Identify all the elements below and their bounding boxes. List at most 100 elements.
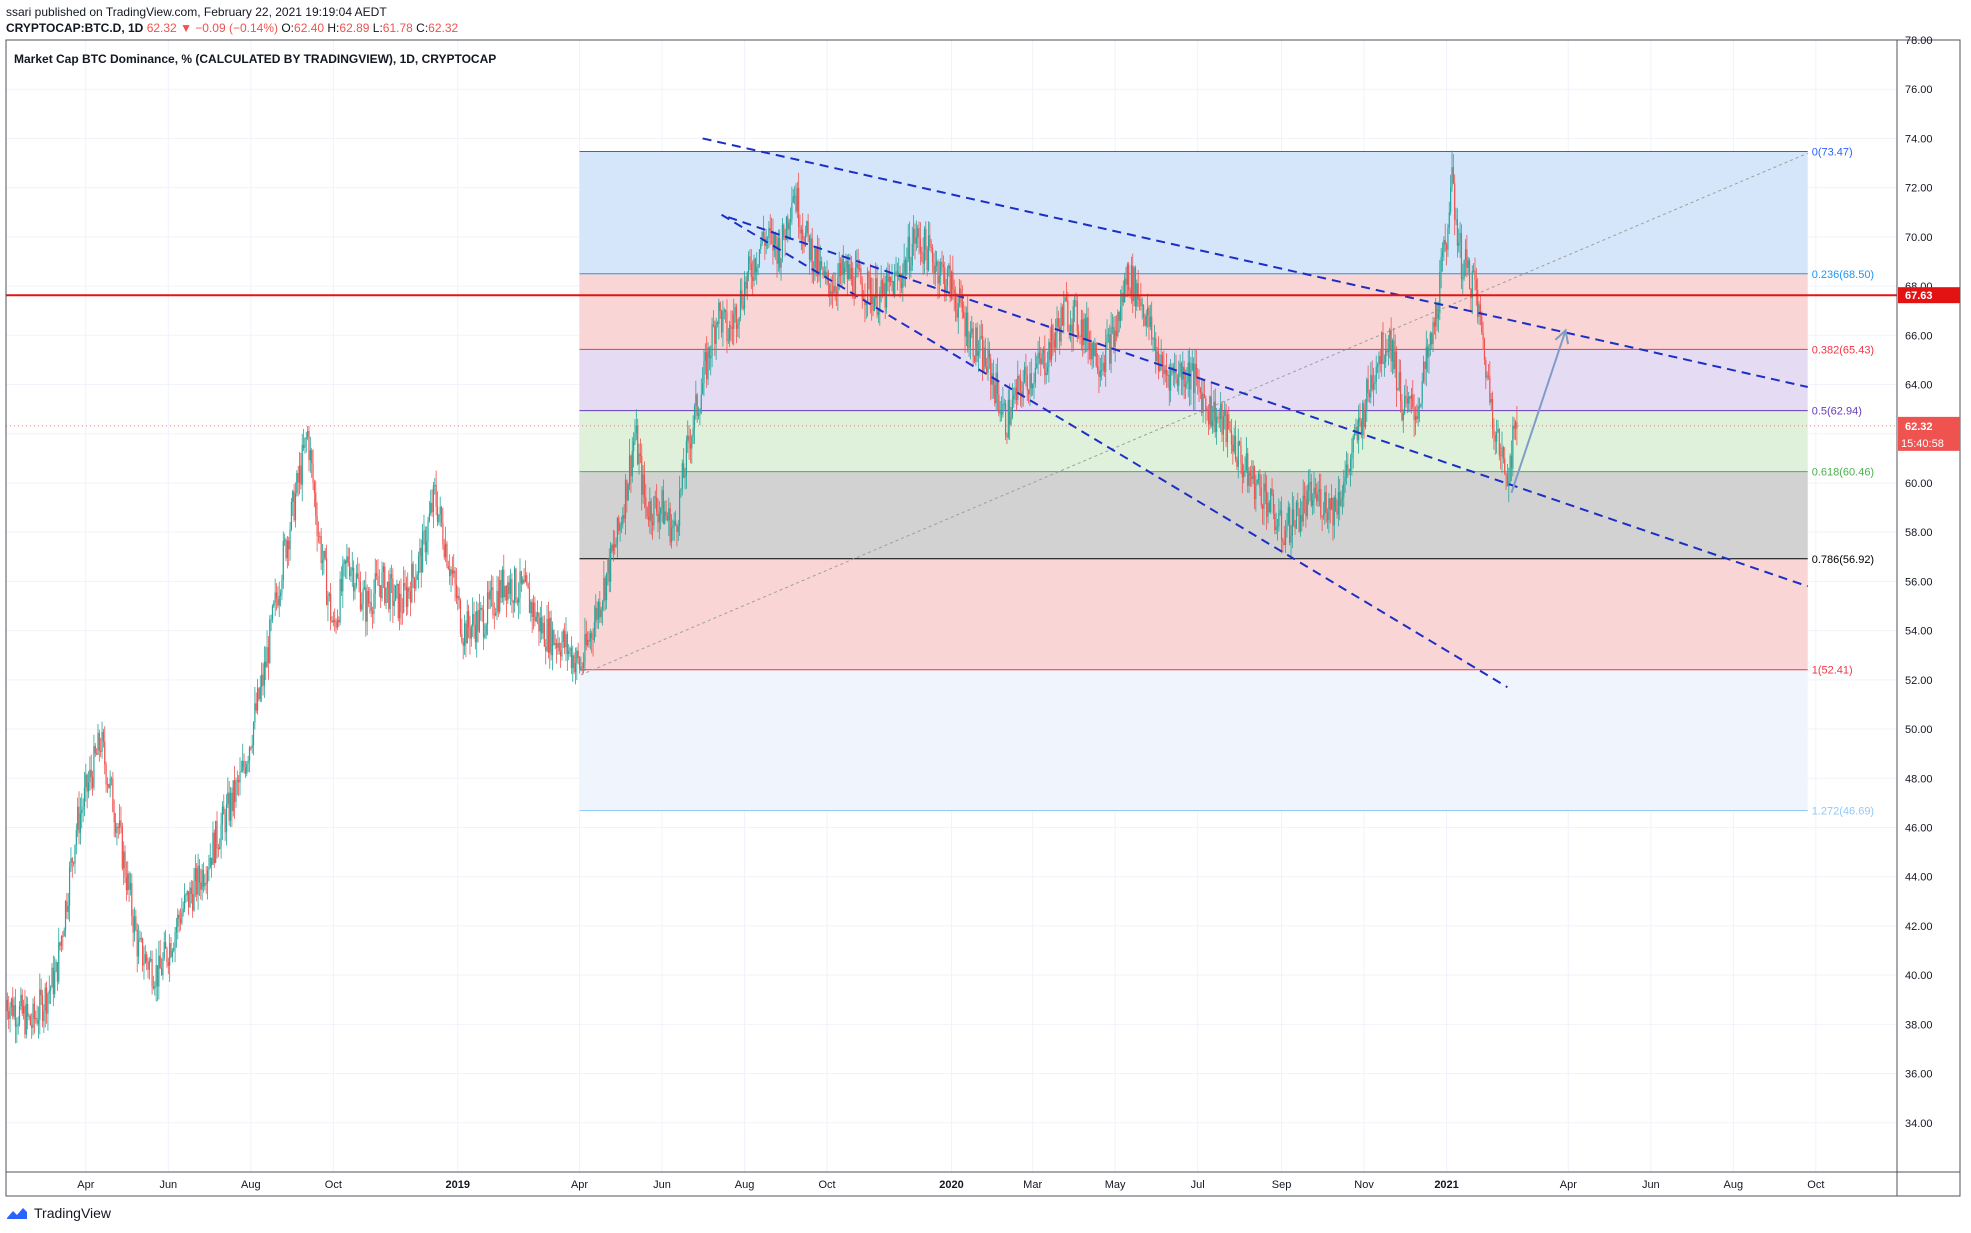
- candle: [680, 488, 682, 498]
- candle-body: [219, 846, 221, 850]
- candle-body: [150, 958, 152, 961]
- candle: [562, 628, 564, 649]
- candle: [896, 262, 898, 291]
- candle-body: [647, 516, 650, 521]
- candle: [748, 251, 750, 282]
- candle: [1067, 292, 1069, 333]
- candle-body: [856, 263, 858, 268]
- candle-body: [1191, 363, 1193, 370]
- candle-body: [58, 942, 60, 982]
- candle-body: [637, 425, 639, 465]
- candle: [1280, 496, 1283, 554]
- candle-body: [779, 237, 781, 268]
- candle: [495, 607, 497, 617]
- candle: [8, 995, 10, 1030]
- candle-body: [1225, 411, 1227, 443]
- candle: [519, 558, 521, 615]
- candle: [438, 514, 440, 525]
- candle-body: [891, 280, 893, 283]
- candle: [1459, 222, 1461, 258]
- candle-body: [877, 311, 880, 315]
- candle: [54, 956, 56, 999]
- candle-body: [873, 297, 875, 311]
- candle-body: [1382, 332, 1384, 364]
- candle-body: [756, 266, 758, 273]
- candle-body: [1220, 403, 1222, 419]
- candle-body: [845, 260, 847, 268]
- candle: [1317, 481, 1319, 508]
- candle: [13, 996, 15, 1020]
- candle: [109, 770, 111, 798]
- candle: [446, 540, 448, 569]
- candle: [133, 907, 136, 942]
- candle: [716, 320, 719, 328]
- candle: [1094, 337, 1096, 357]
- candle: [551, 621, 554, 671]
- candle-body: [36, 1018, 38, 1024]
- candle-body: [611, 545, 613, 552]
- candle-body: [505, 585, 508, 601]
- candle-body: [305, 437, 307, 439]
- fib-band: [579, 151, 1808, 274]
- candle: [1471, 265, 1473, 315]
- candle-body: [1251, 475, 1253, 480]
- candle-body: [1307, 484, 1310, 491]
- candle-body: [949, 265, 951, 299]
- candle-body: [224, 814, 226, 833]
- candle-body: [1159, 364, 1161, 372]
- candle: [501, 566, 504, 603]
- candle-body: [1485, 360, 1487, 378]
- candle-body: [416, 574, 418, 581]
- candle: [1328, 492, 1330, 534]
- candle-body: [984, 347, 986, 367]
- candle: [1007, 389, 1009, 440]
- candle: [657, 498, 659, 533]
- candle-body: [680, 488, 682, 491]
- candle-body: [278, 595, 280, 606]
- candle-body: [212, 832, 214, 865]
- candle-body: [712, 324, 715, 326]
- candle-body: [201, 869, 203, 890]
- candle-body: [1075, 300, 1077, 302]
- candle-body: [415, 580, 417, 589]
- candle: [503, 554, 505, 605]
- candle: [819, 245, 821, 288]
- candle: [81, 793, 83, 829]
- candle: [1314, 477, 1316, 499]
- fib-level-label: 1.272(46.69): [1812, 805, 1874, 817]
- candle: [1251, 460, 1253, 487]
- candle: [1096, 353, 1099, 375]
- candle-body: [967, 312, 969, 348]
- candle-body: [1190, 369, 1192, 390]
- candle: [679, 475, 681, 536]
- candle-body: [458, 595, 460, 601]
- candle: [50, 985, 52, 1005]
- candle-body: [1128, 264, 1130, 290]
- fib-level-label: 0.5(62.94): [1812, 406, 1862, 418]
- candle-body: [906, 258, 908, 275]
- candle: [1479, 294, 1481, 326]
- candle: [378, 569, 380, 597]
- candle-body: [1134, 267, 1137, 307]
- candle-body: [1034, 367, 1036, 383]
- candle-body: [1260, 487, 1262, 505]
- candle-body: [101, 731, 103, 752]
- candle-body: [816, 247, 819, 272]
- candle: [408, 586, 410, 599]
- candle-body: [1205, 398, 1207, 410]
- candle: [626, 479, 628, 513]
- candle: [208, 854, 210, 882]
- candle: [1236, 456, 1238, 471]
- candle-body: [1474, 270, 1476, 280]
- chart-title: Market Cap BTC Dominance, % (CALCULATED …: [14, 52, 497, 66]
- candle: [1309, 468, 1311, 502]
- candle-body: [240, 770, 242, 772]
- candle: [573, 652, 575, 675]
- candle-body: [136, 929, 138, 957]
- candle-body: [451, 569, 453, 574]
- candle: [152, 975, 155, 990]
- candle-body: [854, 267, 857, 299]
- candle: [699, 408, 701, 426]
- candle-body: [750, 263, 752, 278]
